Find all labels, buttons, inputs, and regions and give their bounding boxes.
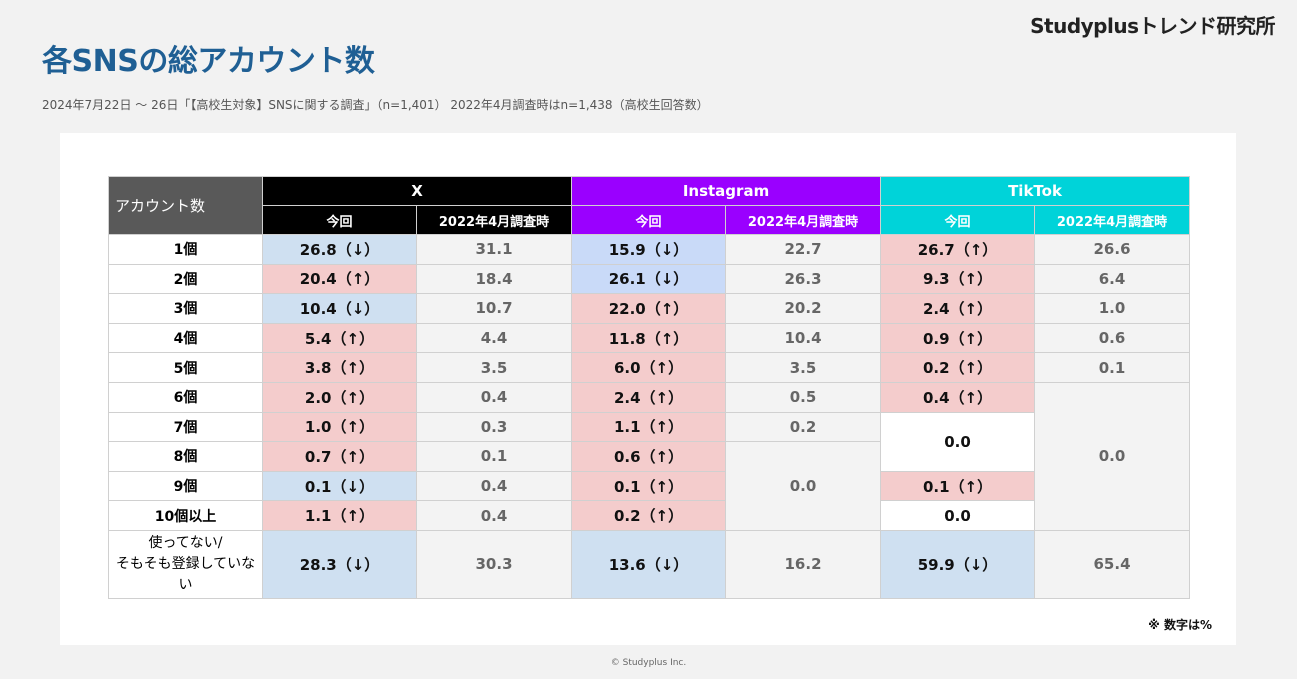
ig-prev-cell: 20.2 — [725, 293, 882, 324]
tt-current-cell: 0.2（↑） — [880, 352, 1036, 383]
table-row: 5個 3.8（↑） 3.5 6.0（↑） 3.5 0.2（↑） 0.1 — [108, 352, 1191, 383]
copyright: © Studyplus Inc. — [610, 658, 687, 668]
x-current-cell: 1.0（↑） — [262, 411, 417, 443]
tt-current-cell: 9.3（↑） — [880, 263, 1036, 295]
tt-prev-cell: 0.0 — [1034, 381, 1191, 531]
ig-current-cell: 2.4（↑） — [571, 381, 727, 413]
tt-current-cell: 26.7（↑） — [880, 234, 1036, 265]
platform-header-tiktok: TikTok — [880, 176, 1191, 206]
row-label: 9個 — [108, 470, 263, 502]
page-title: 各SNSの総アカウント数 — [42, 44, 375, 79]
x-prev-cell: 3.5 — [415, 352, 573, 383]
row-label: 6個 — [108, 381, 263, 413]
row-label: 10個以上 — [108, 500, 263, 531]
table-row: 4個 5.4（↑） 4.4 11.8（↑） 10.4 0.9（↑） 0.6 — [108, 322, 1191, 354]
tt-current-cell: 0.0 — [880, 411, 1036, 472]
table-row: 1個 26.8（↓） 31.1 15.9（↓） 22.7 26.7（↑） 26.… — [108, 234, 1191, 265]
x-current-cell: 3.8（↑） — [262, 352, 417, 383]
row-label: 8個 — [108, 441, 263, 472]
row-label-text: 使ってない/ そもそも登録していない — [115, 534, 256, 593]
table-row: 10個以上 1.1（↑） 0.4 0.2（↑） 0.0 — [108, 500, 1190, 531]
sub-header-current: 今回 — [571, 205, 727, 235]
x-prev-cell: 31.1 — [415, 234, 573, 265]
table-row: 使ってない/ そもそも登録していない 28.3（↓） 30.3 13.6（↓） … — [108, 529, 1191, 599]
x-prev-cell: 0.4 — [415, 500, 573, 531]
tt-current-cell: 59.9（↓） — [880, 529, 1036, 599]
x-current-cell: 20.4（↑） — [262, 263, 417, 295]
platform-header-instagram: Instagram — [571, 176, 882, 206]
row-label: 5個 — [108, 352, 263, 383]
ig-current-cell: 13.6（↓） — [571, 529, 727, 599]
ig-prev-cell: 3.5 — [725, 352, 882, 383]
ig-prev-cell: 0.0 — [725, 441, 882, 531]
units-note: ※ 数字は% — [1148, 618, 1212, 632]
table-row: 9個 0.1（↓） 0.4 0.1（↑） 0.1（↑） — [108, 470, 1190, 502]
sub-header-current: 今回 — [262, 205, 417, 235]
ig-prev-cell: 10.4 — [725, 322, 882, 354]
ig-current-cell: 15.9（↓） — [571, 234, 727, 265]
x-prev-cell: 0.4 — [415, 470, 573, 502]
table-row: 7個 1.0（↑） 0.3 1.1（↑） 0.2 0.0 — [108, 411, 1190, 472]
ig-prev-cell: 0.2 — [725, 411, 882, 443]
tt-prev-cell: 6.4 — [1034, 263, 1191, 295]
table-row: 6個 2.0（↑） 0.4 2.4（↑） 0.5 0.4（↑） 0.0 — [108, 381, 1191, 531]
ig-current-cell: 0.2（↑） — [571, 500, 727, 531]
page-subtitle: 2024年7月22日 〜 26日「【高校生対象】SNSに関する調査」（n=1,4… — [42, 98, 709, 112]
sub-header-current: 今回 — [880, 205, 1036, 235]
x-current-cell: 1.1（↑） — [262, 500, 417, 531]
x-current-cell: 28.3（↓） — [262, 529, 417, 599]
sub-header-prev: 2022年4月調査時 — [725, 205, 882, 235]
x-prev-cell: 18.4 — [415, 263, 573, 295]
x-current-cell: 0.1（↓） — [262, 470, 417, 502]
x-current-cell: 26.8（↓） — [262, 234, 417, 265]
tt-prev-cell: 0.6 — [1034, 322, 1191, 354]
sub-header-prev: 2022年4月調査時 — [415, 205, 573, 235]
tt-prev-cell: 26.6 — [1034, 234, 1191, 265]
tt-current-cell: 2.4（↑） — [880, 293, 1036, 324]
ig-current-cell: 26.1（↓） — [571, 263, 727, 295]
table-row: 2個 20.4（↑） 18.4 26.1（↓） 26.3 9.3（↑） 6.4 — [108, 263, 1191, 295]
ig-current-cell: 11.8（↑） — [571, 322, 727, 354]
table-row: 8個 0.7（↑） 0.1 0.6（↑） 0.0 — [108, 441, 1190, 531]
row-header-label: アカウント数 — [108, 176, 263, 235]
tt-current-cell: 0.0 — [880, 500, 1036, 531]
sub-header-prev: 2022年4月調査時 — [1034, 205, 1191, 235]
x-prev-cell: 0.3 — [415, 411, 573, 443]
table-panel: アカウント数 X Instagram TikTok 今回 2022年4月調査時 … — [60, 133, 1236, 645]
x-prev-cell: 30.3 — [415, 529, 573, 599]
x-current-cell: 0.7（↑） — [262, 441, 417, 472]
tt-current-cell: 0.4（↑） — [880, 381, 1036, 413]
ig-prev-cell: 26.3 — [725, 263, 882, 295]
x-prev-cell: 0.4 — [415, 381, 573, 413]
ig-current-cell: 6.0（↑） — [571, 352, 727, 383]
x-current-cell: 5.4（↑） — [262, 322, 417, 354]
ig-current-cell: 0.6（↑） — [571, 441, 727, 472]
tt-current-cell: 0.9（↑） — [880, 322, 1036, 354]
ig-current-cell: 0.1（↑） — [571, 470, 727, 502]
x-prev-cell: 0.1 — [415, 441, 573, 472]
ig-prev-cell: 16.2 — [725, 529, 882, 599]
x-prev-cell: 10.7 — [415, 293, 573, 324]
x-prev-cell: 4.4 — [415, 322, 573, 354]
tt-current-cell: 0.1（↑） — [880, 470, 1036, 502]
tt-prev-cell: 0.1 — [1034, 352, 1191, 383]
brand-logo: Studyplusトレンド研究所 — [1030, 14, 1275, 38]
table-row: 3個 10.4（↓） 10.7 22.0（↑） 20.2 2.4（↑） 1.0 — [108, 293, 1191, 324]
row-label: 3個 — [108, 293, 263, 324]
tt-prev-cell: 65.4 — [1034, 529, 1191, 599]
row-label: 使ってない/ そもそも登録していない — [108, 529, 263, 599]
row-label: 1個 — [108, 234, 263, 265]
row-label: 4個 — [108, 322, 263, 354]
x-current-cell: 2.0（↑） — [262, 381, 417, 413]
row-label: 7個 — [108, 411, 263, 443]
account-count-table: アカウント数 X Instagram TikTok 今回 2022年4月調査時 … — [108, 176, 1191, 599]
x-current-cell: 10.4（↓） — [262, 293, 417, 324]
row-label: 2個 — [108, 263, 263, 295]
tt-prev-cell: 1.0 — [1034, 293, 1191, 324]
ig-current-cell: 1.1（↑） — [571, 411, 727, 443]
ig-current-cell: 22.0（↑） — [571, 293, 727, 324]
ig-prev-cell: 22.7 — [725, 234, 882, 265]
platform-header-x: X — [261, 176, 573, 206]
ig-prev-cell: 0.5 — [725, 381, 882, 413]
